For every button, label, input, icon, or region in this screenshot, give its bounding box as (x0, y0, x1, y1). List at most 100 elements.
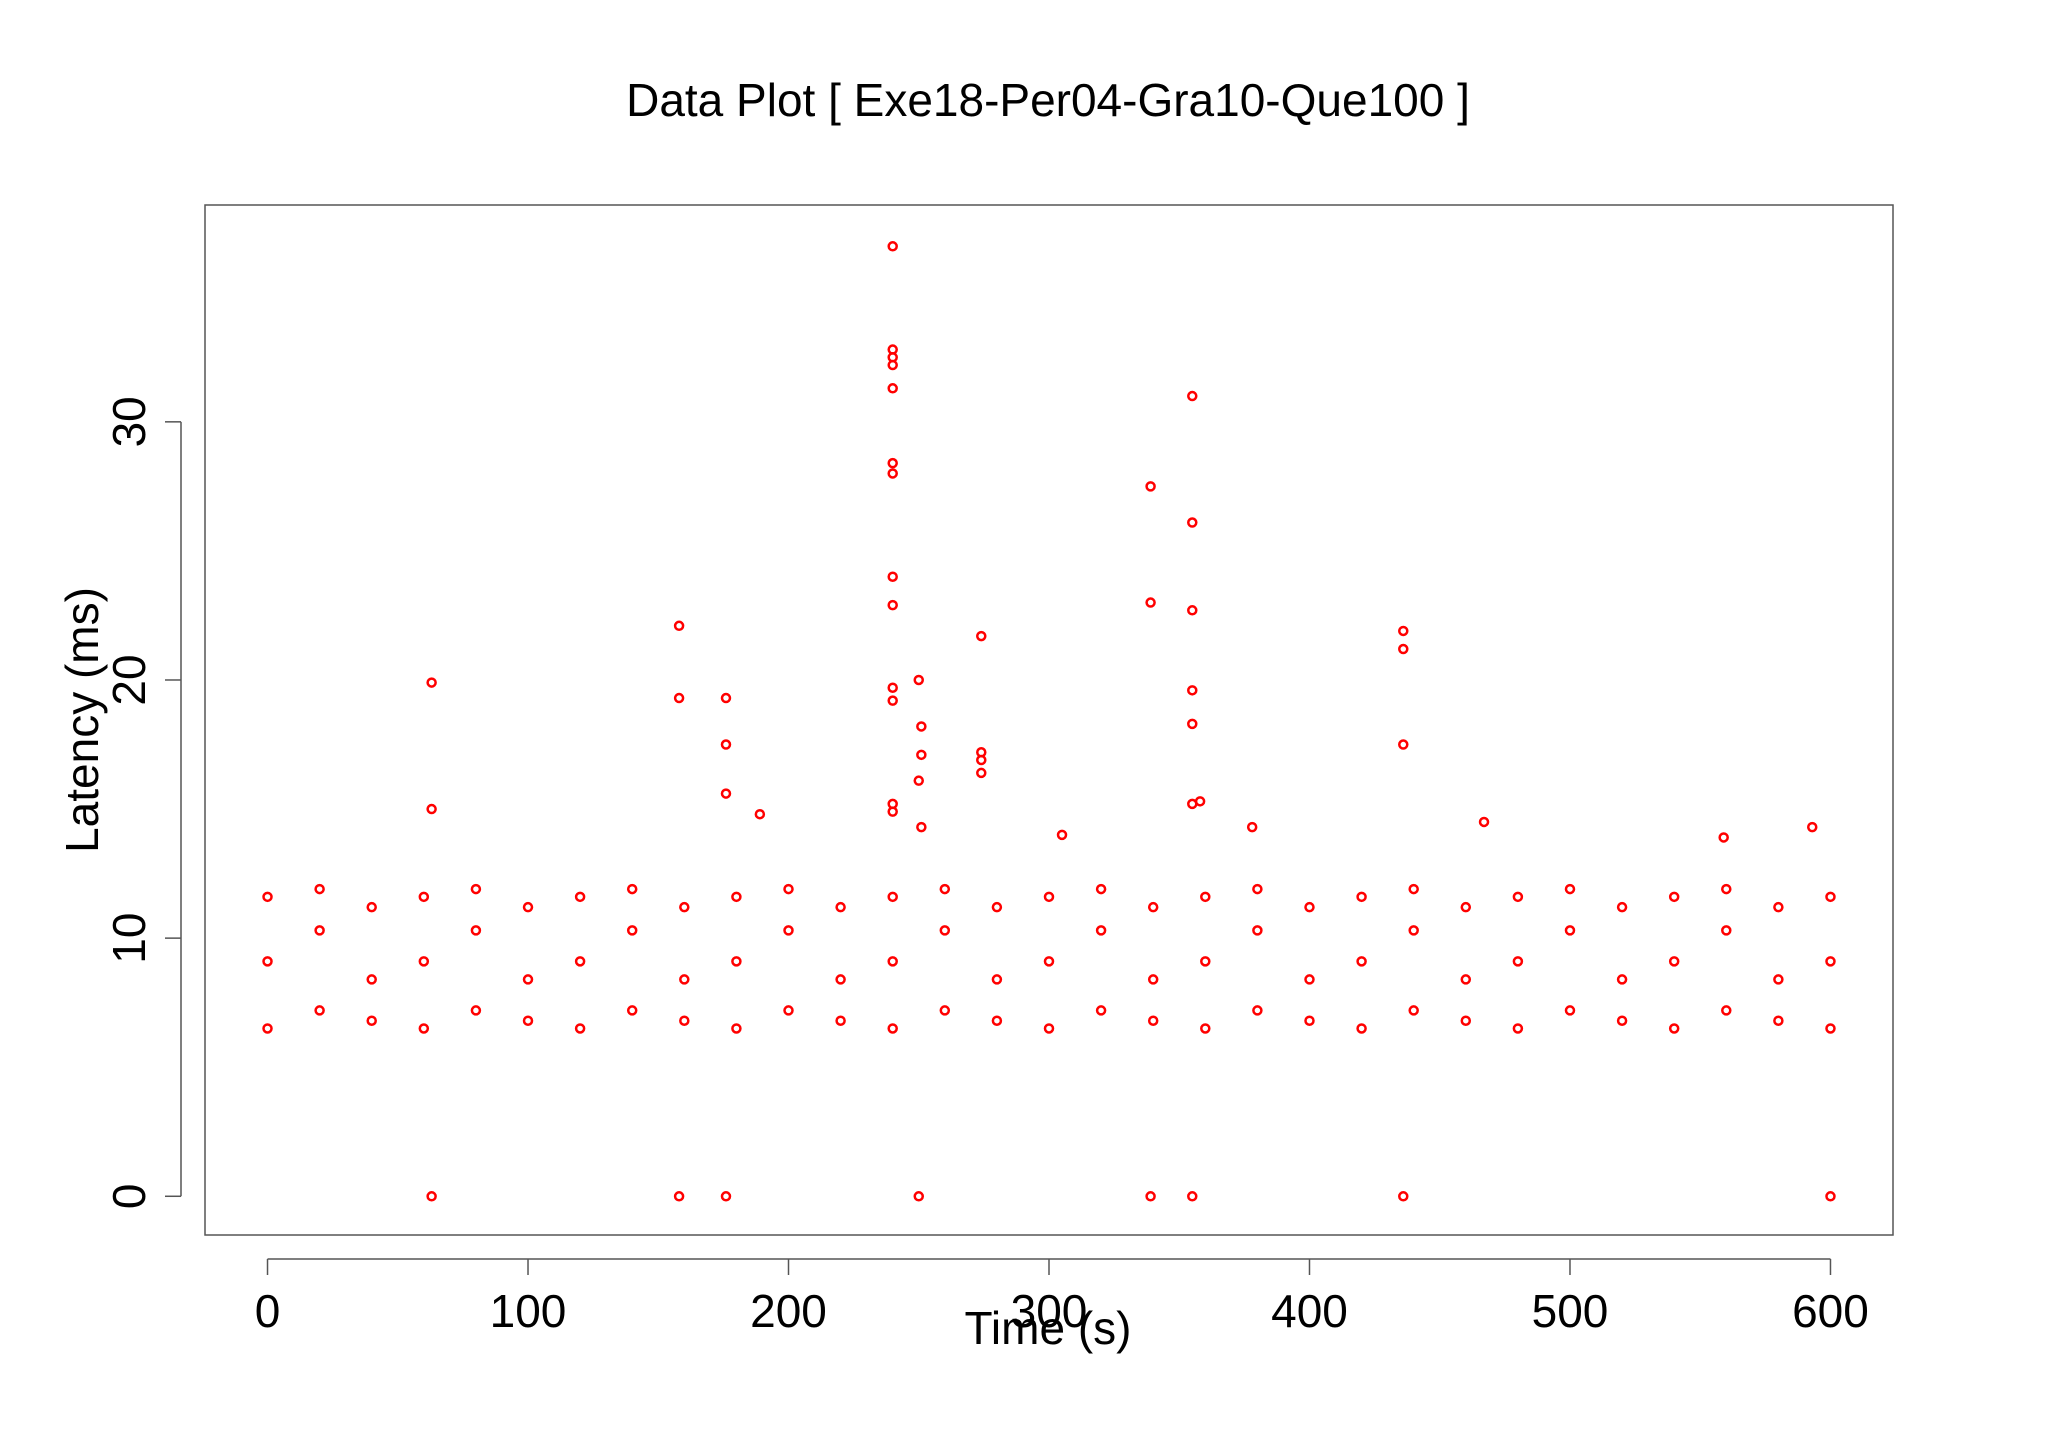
y-tick-label: 20 (103, 654, 155, 705)
point (720, 739, 732, 750)
point (1304, 1015, 1315, 1026)
point (314, 925, 325, 936)
point (1668, 1023, 1680, 1034)
point (366, 1015, 377, 1026)
point (916, 749, 927, 761)
point (939, 883, 951, 895)
x-tick-label: 200 (750, 1285, 827, 1337)
point (1187, 718, 1198, 730)
point (887, 571, 898, 582)
point (887, 1023, 898, 1034)
point (418, 1023, 430, 1034)
point (679, 901, 690, 913)
point (720, 1191, 732, 1202)
point (1200, 891, 1211, 903)
point (1356, 1023, 1367, 1034)
point (1616, 901, 1628, 913)
x-tick-label: 500 (1532, 1285, 1609, 1337)
point (1356, 956, 1367, 967)
x-tick-label: 600 (1792, 1285, 1869, 1337)
point (1187, 1191, 1198, 1202)
point (1304, 974, 1315, 985)
point (887, 468, 898, 479)
point (1721, 1005, 1732, 1016)
point (366, 901, 377, 913)
point (1460, 974, 1472, 985)
point (314, 883, 325, 895)
point (1252, 925, 1263, 936)
point (673, 1191, 685, 1202)
point (1043, 956, 1055, 967)
point (731, 1023, 742, 1034)
point (1564, 925, 1576, 936)
point (1187, 605, 1198, 616)
point (976, 630, 987, 642)
point (673, 620, 685, 632)
point (887, 457, 898, 469)
point (939, 1005, 951, 1016)
point (1398, 643, 1409, 655)
point (1825, 1191, 1836, 1202)
point (1200, 1023, 1211, 1034)
point (887, 241, 898, 252)
point (1043, 891, 1055, 903)
plot-frame (204, 204, 1894, 1236)
point (1095, 925, 1107, 936)
y-tick-label: 10 (103, 913, 155, 964)
point (731, 956, 742, 967)
x-tick-label: 400 (1271, 1285, 1348, 1337)
point (626, 883, 638, 895)
point (887, 956, 898, 967)
point (1187, 517, 1198, 528)
point (1304, 901, 1315, 913)
point (1398, 1191, 1409, 1202)
point (1356, 891, 1367, 903)
point (731, 891, 742, 903)
point (1668, 891, 1680, 903)
point (835, 901, 846, 913)
point (1825, 1023, 1836, 1034)
point (887, 599, 898, 611)
point (1460, 901, 1472, 913)
point (262, 956, 273, 967)
point (1147, 901, 1159, 913)
point (1825, 891, 1836, 903)
point (1398, 739, 1409, 750)
point (1252, 1005, 1263, 1016)
point (1408, 925, 1419, 936)
point (1721, 925, 1732, 936)
point (913, 775, 925, 786)
point (887, 359, 898, 371)
point (835, 974, 846, 985)
point (991, 1015, 1003, 1026)
point (262, 1023, 273, 1034)
point (783, 883, 794, 895)
point (991, 901, 1003, 913)
point (1252, 883, 1263, 895)
point (913, 674, 925, 686)
x-tick-label: 300 (1011, 1285, 1088, 1337)
point (1773, 1015, 1784, 1026)
point (1408, 883, 1419, 895)
point (1616, 974, 1628, 985)
point (1043, 1023, 1055, 1034)
point (470, 925, 482, 936)
point (679, 974, 690, 985)
point (1147, 1015, 1159, 1026)
point (679, 1015, 690, 1026)
point (1512, 1023, 1524, 1034)
point (1460, 1015, 1472, 1026)
point (626, 925, 638, 936)
point (783, 925, 794, 936)
point (939, 925, 951, 936)
point (887, 383, 898, 394)
point (426, 1191, 437, 1202)
y-axis-label: Latency (ms) (56, 587, 108, 853)
point (1187, 390, 1198, 402)
point (470, 1005, 482, 1016)
point (887, 806, 898, 817)
point (835, 1015, 846, 1026)
point (1398, 625, 1409, 637)
